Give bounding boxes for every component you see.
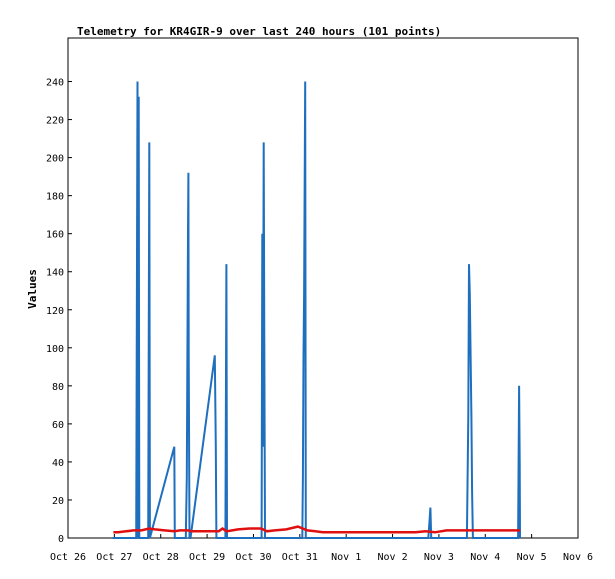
x-tick-label: Oct 28 [143,552,179,563]
y-tick-label: 40 [52,458,64,469]
y-tick-label: 140 [46,268,64,279]
series-line-2 [113,525,520,534]
y-axis: 0 20 40 60 80 100 120 140 160 180 200 220 240 [46,78,72,545]
y-tick-label: 160 [46,230,64,241]
y-tick-label: 200 [46,154,64,165]
x-tick-label: Oct 27 [96,552,132,563]
x-tick-label: Nov 2 [377,552,407,563]
x-tick-label: Nov 5 [517,552,547,563]
y-tick-label: 120 [46,306,64,317]
x-tick-label: Oct 31 [282,552,318,563]
y-tick-label: 80 [52,382,64,393]
series-line-1 [112,81,521,539]
x-tick-label: Nov 4 [470,552,500,563]
series-layer [112,81,521,539]
x-tick-label: Oct 30 [235,552,271,563]
x-tick-label: Oct 29 [189,552,225,563]
x-tick-label: Nov 3 [424,552,454,563]
y-tick-label: 20 [52,496,64,507]
y-axis-label: Values [26,269,39,309]
plot-frame [67,37,579,539]
y-tick-label: 60 [52,420,64,431]
y-tick-label: 220 [46,116,64,127]
y-tick-label: 240 [46,78,64,89]
y-tick-label: 0 [58,534,64,545]
x-tick-label: Oct 26 [50,552,86,563]
y-tick-label: 180 [46,192,64,203]
x-tick-label: Nov 6 [563,552,593,563]
x-tick-label: Nov 1 [331,552,361,563]
y-tick-label: 100 [46,344,64,355]
chart-title: Telemetry for KR4GIR-9 over last 240 hou… [77,25,441,38]
